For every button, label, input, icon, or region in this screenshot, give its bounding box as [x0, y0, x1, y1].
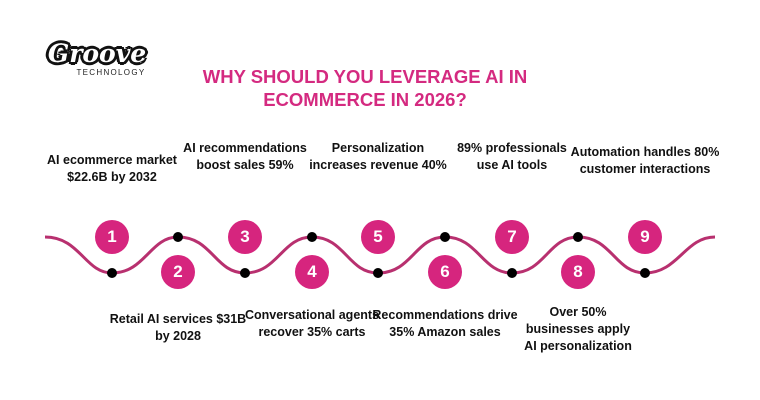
- step-label: Conversational agents recover 35% carts: [244, 308, 380, 339]
- logo-tagline: TECHNOLOGY: [76, 68, 146, 77]
- step-number-badge: 2: [161, 255, 195, 289]
- page-title: WHY SHOULD YOU LEVERAGE AI IN ECOMMERCE …: [202, 66, 528, 110]
- step-number-badge: 3: [228, 220, 262, 254]
- step-number-badge: 5: [361, 220, 395, 254]
- step-number-badge: 4: [295, 255, 329, 289]
- timeline-dot: [307, 232, 317, 242]
- step-label: Personalization increases revenue 40%: [309, 141, 447, 172]
- step-label: Over 50% businesses apply AI personaliza…: [524, 305, 632, 353]
- timeline-dot: [573, 232, 583, 242]
- timeline-dot: [173, 232, 183, 242]
- step-label: AI ecommerce market $22.6B by 2032: [47, 153, 177, 184]
- timeline-dot: [373, 268, 383, 278]
- step-label: Retail AI services $31B by 2028: [109, 312, 247, 343]
- step-label: AI recommendations boost sales 59%: [183, 141, 307, 172]
- step-number-badge: 8: [561, 255, 595, 289]
- timeline-dot: [440, 232, 450, 242]
- step-label: Automation handles 80% customer interact…: [570, 145, 720, 176]
- timeline-dot: [507, 268, 517, 278]
- timeline-dot: [640, 268, 650, 278]
- groove-logo: Groove TECHNOLOGY: [42, 39, 152, 78]
- step-number-badge: 9: [628, 220, 662, 254]
- step-number-badge: 1: [95, 220, 129, 254]
- step-label: Recommendations drive 35% Amazon sales: [372, 308, 518, 339]
- step-number-badge: 7: [495, 220, 529, 254]
- timeline-dot: [107, 268, 117, 278]
- step-label: 89% professionals use AI tools: [457, 141, 567, 172]
- step-number-badge: 6: [428, 255, 462, 289]
- timeline-dot: [240, 268, 250, 278]
- logo-brand: Groove: [47, 39, 147, 68]
